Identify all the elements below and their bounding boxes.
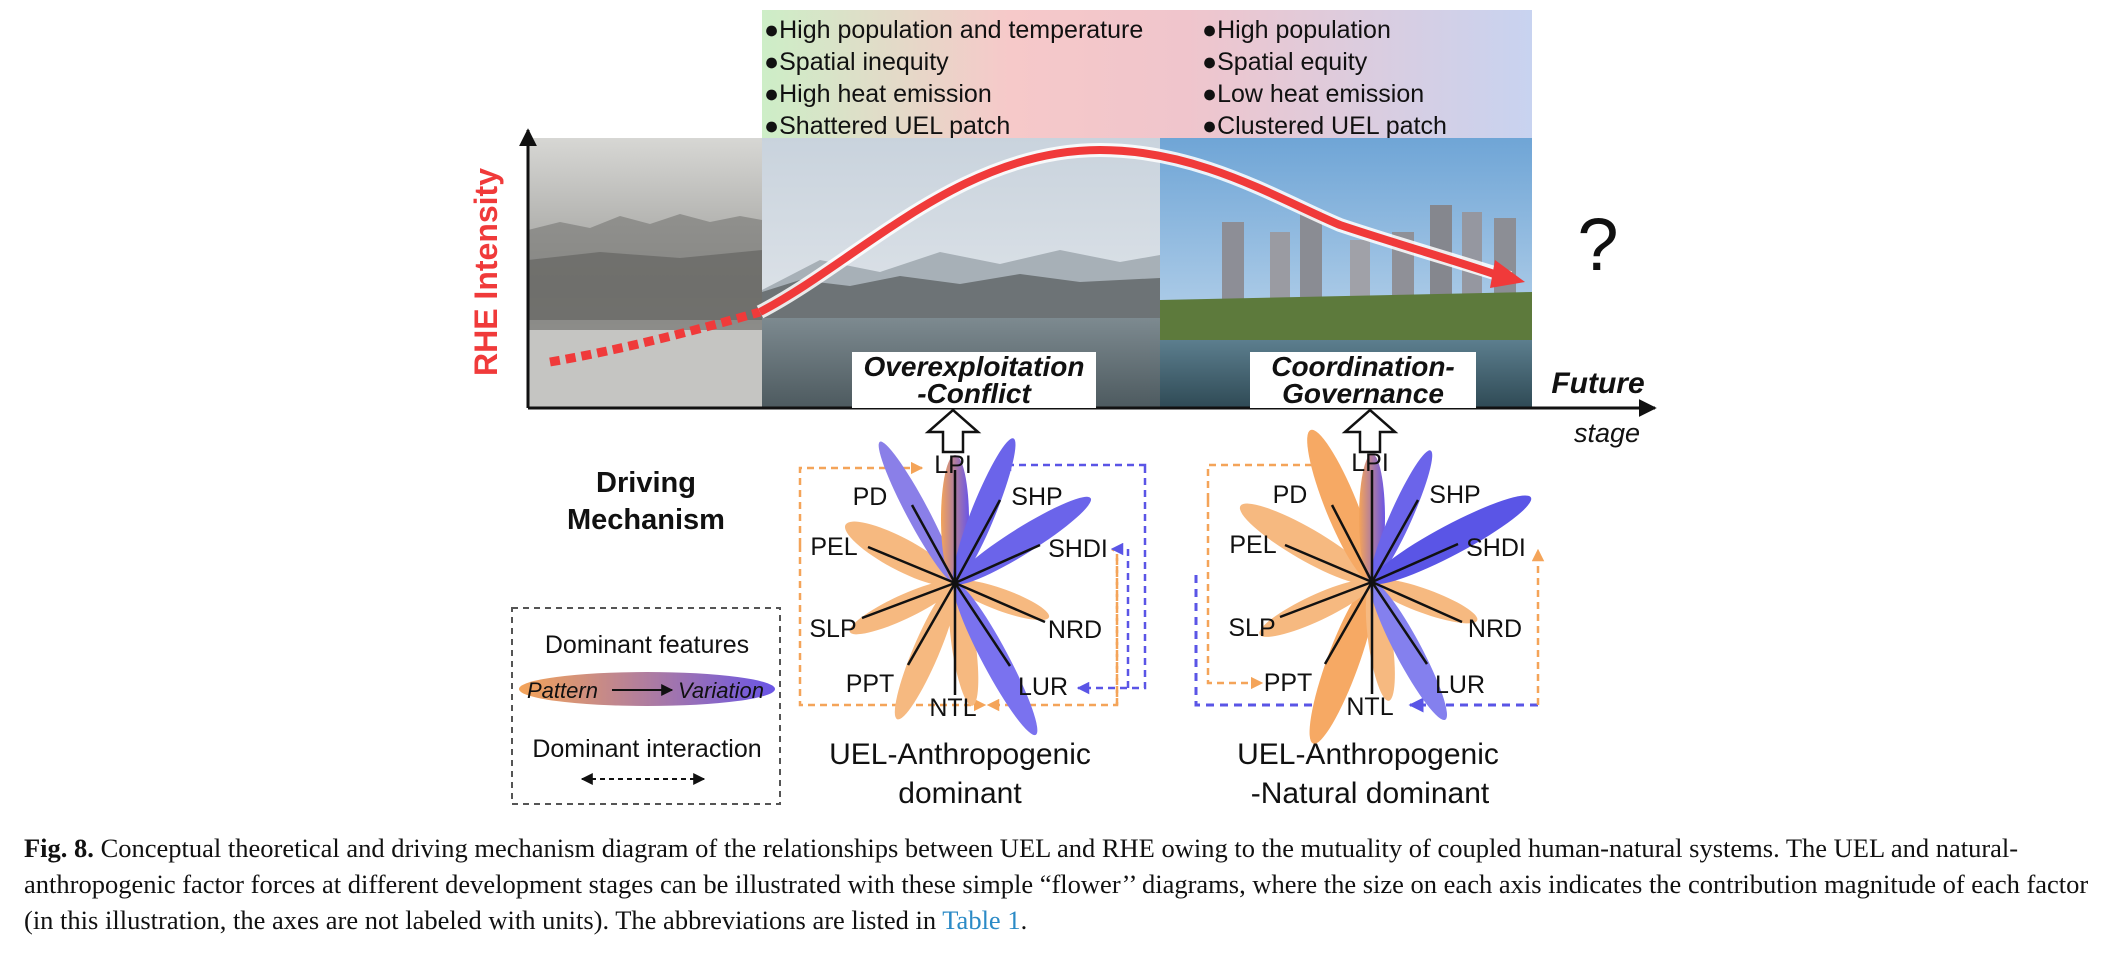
flower-2: LPI SHP SHDI NRD LUR NTL PPT SLP PEL PD … bbox=[1194, 429, 1545, 810]
interaction-arrow bbox=[998, 458, 1147, 472]
petal-shp bbox=[1370, 450, 1433, 583]
label-pel: PEL bbox=[810, 533, 857, 561]
feature-bullet: ●High population and temperature bbox=[764, 16, 1143, 44]
driving-mechanism-label: Driving bbox=[596, 467, 696, 499]
interaction-arrow bbox=[1110, 542, 1130, 688]
x-axis-label-stage: stage bbox=[1574, 418, 1640, 448]
label-slp: SLP bbox=[1228, 614, 1275, 642]
stage-label-1: Overexploitation -Conflict bbox=[852, 351, 1096, 409]
label-nrd: NRD bbox=[1048, 616, 1102, 644]
features-left: ●High population and temperature ●Spatia… bbox=[764, 16, 1143, 140]
label-lpi: LPI bbox=[934, 451, 972, 479]
label-lpi: LPI bbox=[1351, 449, 1389, 477]
label-lur: LUR bbox=[1018, 673, 1068, 701]
stage-label-2: Coordination- Governance bbox=[1250, 351, 1476, 409]
label-slp: SLP bbox=[809, 615, 856, 643]
petal-ntl bbox=[948, 582, 979, 706]
svg-text:Overexploitation: Overexploitation bbox=[864, 351, 1085, 382]
feature-bullet: ●Spatial inequity bbox=[764, 48, 949, 76]
caption-end: . bbox=[1020, 905, 1028, 935]
interaction-arrow bbox=[1076, 466, 1147, 695]
rhe-curve bbox=[758, 145, 1502, 316]
rhe-diagram: ●High population and temperature ●Spatia… bbox=[468, 10, 1657, 810]
label-lur: LUR bbox=[1435, 671, 1485, 699]
feature-banner bbox=[762, 10, 1532, 138]
svg-text:-Conflict: -Conflict bbox=[917, 378, 1032, 409]
petal-ppt bbox=[894, 582, 958, 720]
interaction-arrow bbox=[798, 461, 924, 545]
flower-caption: dominant bbox=[898, 777, 1022, 810]
petal-shdi bbox=[954, 496, 1092, 585]
legend: Dominant features Pattern Variation Domi… bbox=[511, 607, 781, 805]
label-ppt: PPT bbox=[1264, 669, 1313, 697]
feature-bullet: ●Shattered UEL patch bbox=[764, 112, 1010, 140]
label-pd: PD bbox=[1273, 481, 1308, 509]
svg-text:Governance: Governance bbox=[1282, 378, 1444, 409]
legend-features-title: Dominant features bbox=[545, 631, 749, 659]
label-nrd: NRD bbox=[1468, 615, 1522, 643]
label-shp: SHP bbox=[1011, 483, 1062, 511]
feature-bullet: ●Spatial equity bbox=[1202, 48, 1368, 76]
petal-pd bbox=[1307, 429, 1376, 583]
historical-photo bbox=[528, 138, 762, 408]
table-link[interactable]: Table 1 bbox=[942, 905, 1021, 935]
petal-pel bbox=[845, 521, 956, 587]
feature-bullet: ●High heat emission bbox=[764, 80, 992, 108]
petal-lur bbox=[953, 582, 1038, 736]
up-arrow-1 bbox=[924, 408, 982, 454]
feature-bullet: ●High population bbox=[1202, 16, 1391, 44]
label-shp: SHP bbox=[1429, 481, 1480, 509]
y-axis-label: RHE Intensity bbox=[468, 168, 504, 376]
figure-label: Fig. 8. bbox=[24, 833, 94, 863]
petal-ppt bbox=[1309, 581, 1376, 744]
legend-interaction-title: Dominant interaction bbox=[532, 735, 761, 763]
feature-bullet: ●Clustered UEL patch bbox=[1202, 112, 1447, 140]
label-ntl: NTL bbox=[1346, 693, 1393, 721]
petal-nrd bbox=[954, 580, 1050, 621]
legend-pattern: Pattern bbox=[527, 678, 598, 703]
legend-variation: Variation bbox=[678, 678, 764, 703]
feature-bullet: ●Low heat emission bbox=[1202, 80, 1424, 108]
caption-text: Conceptual theoretical and driving mecha… bbox=[24, 833, 2089, 935]
label-ppt: PPT bbox=[846, 670, 895, 698]
driving-mechanism-label: Mechanism bbox=[567, 504, 725, 536]
flower-1: LPI SHP SHDI NRD LUR NTL PPT SLP PEL PD … bbox=[798, 438, 1147, 810]
interaction-arrow bbox=[1194, 575, 1342, 713]
interaction-arrow bbox=[798, 545, 987, 712]
figure-caption: Fig. 8. Conceptual theoretical and drivi… bbox=[24, 830, 2104, 938]
svg-text:Coordination-: Coordination- bbox=[1271, 351, 1455, 382]
flower-caption: -Natural dominant bbox=[1251, 777, 1490, 810]
x-axis-label-future: Future bbox=[1551, 367, 1644, 400]
up-arrow-2 bbox=[1341, 408, 1399, 454]
interaction-arrow bbox=[1206, 500, 1264, 690]
petal-lur bbox=[1370, 581, 1447, 721]
flower-caption: UEL-Anthropogenic bbox=[1237, 738, 1499, 771]
question-mark: ? bbox=[1577, 203, 1618, 286]
label-pel: PEL bbox=[1229, 531, 1276, 559]
label-shdi: SHDI bbox=[1466, 534, 1526, 562]
petal-shp bbox=[952, 438, 1016, 584]
petal-pel bbox=[1239, 503, 1373, 585]
petal-shdi bbox=[1371, 495, 1532, 585]
label-shdi: SHDI bbox=[1048, 535, 1108, 563]
label-ntl: NTL bbox=[929, 694, 976, 722]
features-right: ●High population ●Spatial equity ●Low he… bbox=[1202, 16, 1447, 140]
label-pd: PD bbox=[853, 483, 888, 511]
flower-caption: UEL-Anthropogenic bbox=[829, 738, 1091, 771]
rhe-curve-arrowhead bbox=[1490, 260, 1525, 288]
petal-nrd bbox=[1371, 578, 1478, 624]
